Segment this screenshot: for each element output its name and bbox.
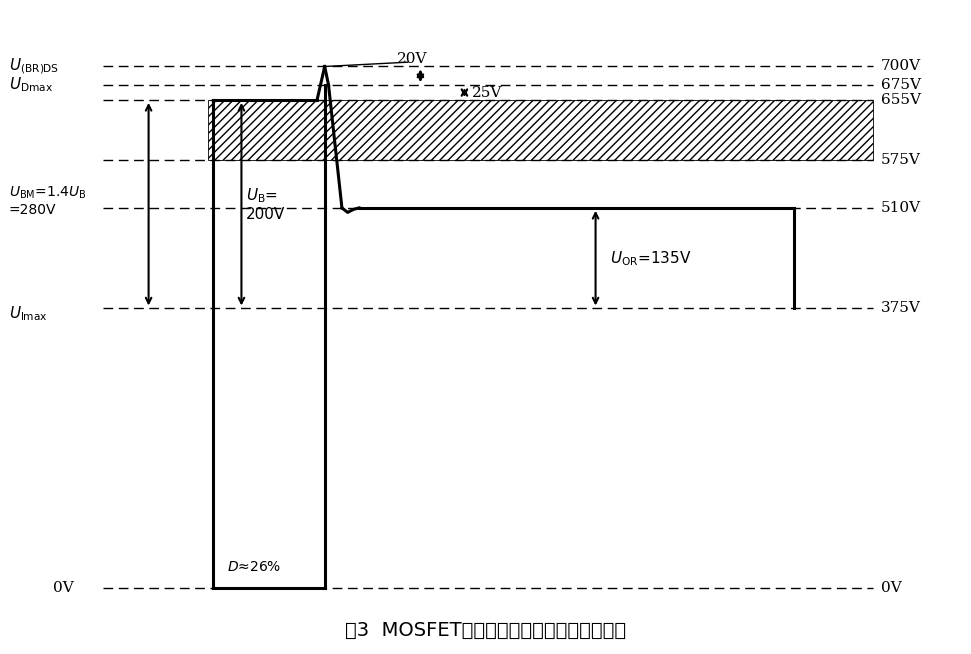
Text: 375V: 375V [881, 301, 921, 315]
Text: $U_\mathrm{BM}$=1.4$U_\mathrm{B}$
=280V: $U_\mathrm{BM}$=1.4$U_\mathrm{B}$ =280V [9, 184, 86, 216]
Text: 25V: 25V [472, 86, 502, 99]
Text: 20V: 20V [396, 52, 427, 66]
Text: $U_\mathrm{B}$=
200V: $U_\mathrm{B}$= 200V [247, 186, 285, 222]
Text: 0V: 0V [881, 581, 901, 594]
Text: 图3  MOSFET漏极上各电压参数的电位分布图: 图3 MOSFET漏极上各电压参数的电位分布图 [345, 621, 626, 640]
Text: $U_\mathrm{OR}$=135V: $U_\mathrm{OR}$=135V [610, 249, 691, 268]
Text: 510V: 510V [881, 201, 921, 215]
Text: 0V: 0V [52, 581, 74, 594]
Text: $U_\mathrm{(BR)DS}$: $U_\mathrm{(BR)DS}$ [9, 57, 58, 77]
Text: 655V: 655V [881, 93, 921, 107]
Text: $U_\mathrm{Imax}$: $U_\mathrm{Imax}$ [9, 304, 48, 323]
Text: $D$≈26%: $D$≈26% [227, 560, 282, 574]
Text: 575V: 575V [881, 152, 921, 167]
Text: $U_\mathrm{Dmax}$: $U_\mathrm{Dmax}$ [9, 76, 53, 94]
Text: 700V: 700V [881, 60, 921, 73]
Text: 675V: 675V [881, 78, 921, 92]
